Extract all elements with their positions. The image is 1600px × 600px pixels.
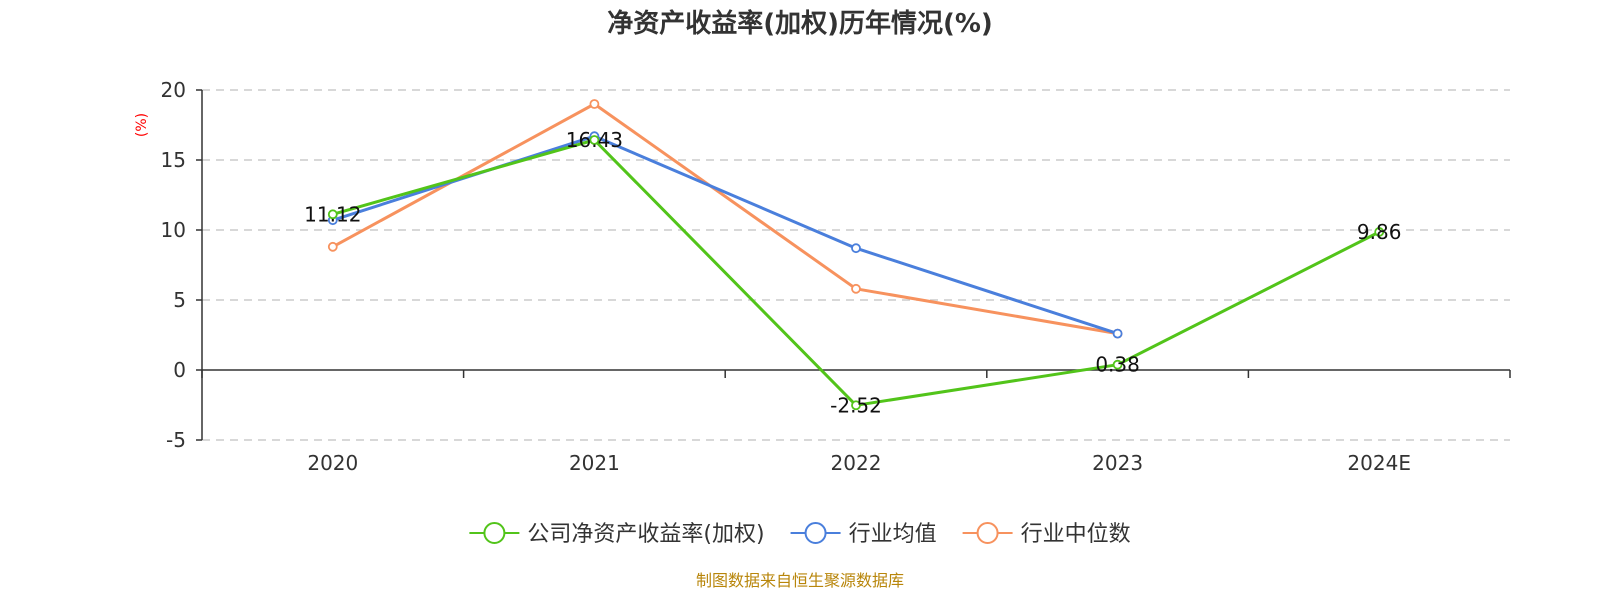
data-label: 16.43 xyxy=(566,128,623,152)
y-axis-label: (%) xyxy=(134,113,150,137)
series-point-0 xyxy=(327,209,338,220)
chart-title: 净资产收益率(加权)历年情况(%) xyxy=(607,8,993,39)
series-point-0 xyxy=(851,400,861,411)
series-point-0 xyxy=(1374,227,1385,237)
legend-marker-0 xyxy=(483,522,506,544)
series-point-1 xyxy=(851,243,861,254)
data-label: 11.12 xyxy=(304,202,361,226)
x-tick-label: 2021 xyxy=(569,451,620,475)
series-line-0 xyxy=(332,138,1380,407)
data-source-note: 制图数据来自恒生聚源数据库 xyxy=(696,571,904,590)
data-label: 9.86 xyxy=(1357,220,1402,244)
legend: 公司净资产收益率(加权) 行业均值 行业中位数 xyxy=(469,522,1131,547)
x-tick-label: 2022 xyxy=(831,451,882,475)
series-point-1 xyxy=(1112,328,1123,339)
y-tick-label: 10 xyxy=(161,218,186,242)
series-group xyxy=(327,99,1385,411)
grid-lines xyxy=(202,89,1510,441)
series-line-1 xyxy=(332,134,1119,336)
legend-label: 公司净资产收益率(加权) xyxy=(527,522,764,547)
series-point-2 xyxy=(589,99,600,109)
x-tick-label: 2020 xyxy=(307,451,358,475)
series-point-0 xyxy=(1112,359,1123,370)
legend-label: 行业中位数 xyxy=(1021,522,1131,547)
series-line-2 xyxy=(332,102,1118,336)
y-tick-label: 5 xyxy=(173,288,186,312)
y-tick-label: -5 xyxy=(166,428,186,452)
data-label: -2.52 xyxy=(830,393,882,417)
x-tick-label: 2023 xyxy=(1092,451,1143,475)
series-point-2 xyxy=(851,283,861,294)
data-labels: 11.12 16.43 -2.52 0.38 9.86 xyxy=(304,128,1401,417)
legend-label: 行业均值 xyxy=(849,522,937,547)
y-tick-labels: -5 0 5 10 15 20 xyxy=(161,78,186,452)
y-tick-label: 20 xyxy=(161,78,186,102)
x-tick-label: 2024E xyxy=(1347,451,1411,475)
legend-marker-2 xyxy=(976,522,999,544)
series-point-2 xyxy=(327,241,338,252)
legend-marker-1 xyxy=(804,522,827,544)
series-point-0 xyxy=(589,135,600,145)
data-label: 0.38 xyxy=(1095,353,1140,377)
axes xyxy=(196,89,1511,441)
y-tick-label: 15 xyxy=(161,148,186,172)
y-tick-label: 0 xyxy=(173,358,186,382)
x-tick-labels: 2020 2021 2022 2023 2024E xyxy=(307,451,1411,475)
